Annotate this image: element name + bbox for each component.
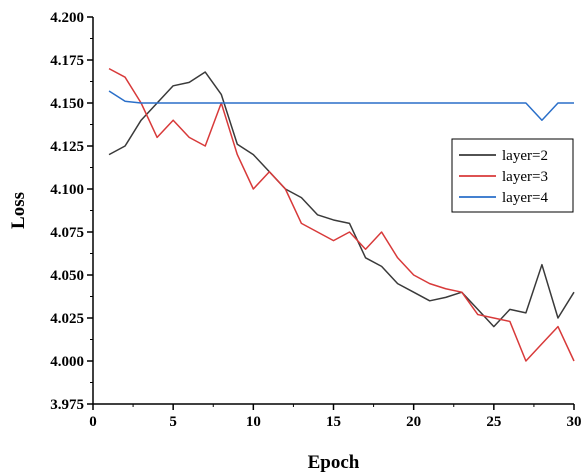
x-tick-label: 15 (326, 414, 341, 430)
y-tick-label: 4.150 (50, 96, 84, 112)
y-tick-label: 4.025 (50, 311, 84, 327)
x-tick-label: 10 (246, 414, 261, 430)
y-tick-label: 4.075 (50, 225, 84, 241)
y-tick-label: 4.050 (50, 268, 84, 284)
y-tick-label: 4.000 (50, 354, 84, 370)
legend-label: layer=3 (502, 169, 548, 185)
y-tick-label: 4.100 (50, 182, 84, 198)
x-axis-label: Epoch (308, 452, 360, 473)
legend: layer=2 layer=3 layer=4 (451, 138, 574, 213)
series-line-layer-2 (108, 71, 575, 328)
series-line-layer-4 (108, 90, 574, 121)
y-tick-label: 3.975 (50, 397, 84, 413)
y-ticks: 3.975 4.000 4.025 4.050 4.075 4.100 4.125 4.150… (50, 10, 93, 413)
x-tick-label: 0 (89, 414, 97, 430)
x-ticks: 0 5 10 15 20 25 30 (89, 404, 582, 430)
legend-label: layer=2 (502, 148, 548, 164)
x-tick-label: 25 (486, 414, 501, 430)
legend-label: layer=4 (502, 190, 548, 206)
y-tick-label: 4.125 (50, 139, 84, 155)
y-tick-label: 4.175 (50, 53, 84, 69)
y-tick-label: 4.200 (50, 10, 84, 26)
series-line-layer-3 (108, 67, 575, 362)
x-tick-label: 5 (169, 414, 177, 430)
x-tick-label: 20 (406, 414, 421, 430)
y-axis-label: Loss (8, 192, 29, 229)
x-tick-label: 30 (567, 414, 582, 430)
series-lines (108, 67, 575, 362)
